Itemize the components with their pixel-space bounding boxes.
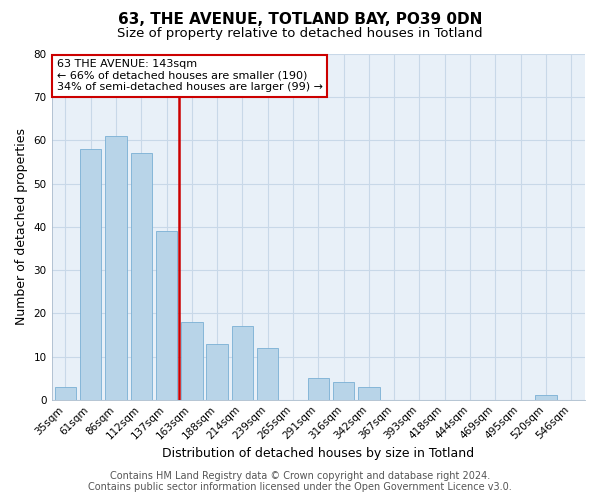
Bar — [131, 154, 152, 400]
Text: Contains HM Land Registry data © Crown copyright and database right 2024.
Contai: Contains HM Land Registry data © Crown c… — [88, 471, 512, 492]
X-axis label: Distribution of detached houses by size in Totland: Distribution of detached houses by size … — [162, 447, 475, 460]
Bar — [206, 344, 228, 400]
Bar — [257, 348, 278, 400]
Bar — [55, 387, 76, 400]
Bar — [333, 382, 354, 400]
Text: Size of property relative to detached houses in Totland: Size of property relative to detached ho… — [117, 28, 483, 40]
Text: 63, THE AVENUE, TOTLAND BAY, PO39 0DN: 63, THE AVENUE, TOTLAND BAY, PO39 0DN — [118, 12, 482, 28]
Bar — [80, 149, 101, 400]
Bar — [156, 231, 178, 400]
Bar — [535, 396, 557, 400]
Y-axis label: Number of detached properties: Number of detached properties — [15, 128, 28, 326]
Bar — [105, 136, 127, 400]
Bar — [358, 387, 380, 400]
Bar — [181, 322, 203, 400]
Bar — [308, 378, 329, 400]
Text: 63 THE AVENUE: 143sqm
← 66% of detached houses are smaller (190)
34% of semi-det: 63 THE AVENUE: 143sqm ← 66% of detached … — [57, 59, 323, 92]
Bar — [232, 326, 253, 400]
